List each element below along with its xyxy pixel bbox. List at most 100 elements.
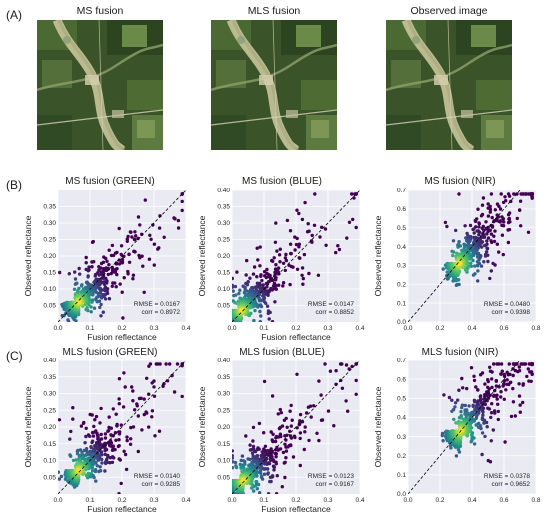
scatter-point (117, 402, 122, 406)
scatter-point (517, 394, 522, 398)
scatter-point (151, 223, 155, 227)
scatter-point (90, 240, 95, 244)
scatter-point (499, 390, 503, 394)
scatter-point (297, 211, 301, 216)
scatter-point (288, 409, 292, 413)
scatter-point (526, 230, 531, 234)
scatter-point (489, 415, 493, 420)
scatter-point (490, 385, 494, 390)
scatter-point (117, 262, 122, 266)
y-tick-label: 0.35 (217, 374, 230, 381)
y-tick-label: 0.40 (217, 188, 230, 194)
scatter-point (75, 449, 80, 453)
scatter-point (468, 223, 473, 228)
y-tick-label: 0.7 (397, 188, 406, 194)
scatter-point (523, 362, 528, 366)
scatter-point (89, 305, 93, 309)
scatter-point (288, 229, 293, 233)
scatter-point (71, 406, 75, 410)
satellite-image-observed (386, 20, 512, 150)
scatter-point (152, 385, 156, 389)
x-tick-label: 0.2 (291, 497, 300, 504)
one-to-one-line (232, 190, 360, 322)
scatter-point (256, 258, 260, 262)
x-tick-label: 0.6 (499, 325, 508, 332)
scatter-point (506, 213, 511, 217)
scatter-point (130, 385, 134, 389)
scatter-point (457, 282, 461, 287)
scatter-point (120, 290, 124, 294)
scatter-point (490, 370, 494, 374)
y-axis-label: Observed reflectance (197, 215, 207, 296)
scatter-point (492, 362, 496, 366)
scatter-point (114, 438, 118, 442)
scatter-point (103, 289, 108, 293)
satellite-image-observed-drawing (386, 20, 512, 150)
scatter-point (350, 192, 354, 196)
scatter-point (232, 449, 234, 453)
scatter-point (276, 266, 281, 270)
x-tick-label: 0.0 (403, 325, 412, 332)
scatter-point (474, 385, 478, 389)
scatter-point (89, 445, 94, 450)
scatter-point (497, 219, 501, 223)
scatter-point (490, 377, 494, 381)
scatter-point (73, 277, 78, 281)
scatter-point (127, 260, 132, 264)
scatter-point (309, 415, 313, 419)
scatter-point (84, 447, 89, 451)
scatter-point (121, 316, 125, 320)
scatter-point (145, 376, 149, 380)
plot-title-b2: MS fusion (BLUE) (241, 176, 323, 187)
scatter-point (491, 261, 495, 266)
scatter-point (161, 384, 165, 388)
rmse-label: RMSE = 0.0480 (484, 301, 530, 308)
x-tick-label: 0.1 (85, 325, 94, 332)
scatter-point (278, 432, 283, 436)
scatter-point (124, 467, 129, 472)
scatter-point (97, 273, 101, 277)
scatter-point (518, 199, 523, 203)
scatter-point (332, 424, 336, 428)
scatter-point (242, 466, 246, 470)
scatter-point (241, 463, 246, 467)
scatter-point (119, 244, 124, 248)
scatter-point (271, 432, 275, 436)
scatter-point (72, 287, 77, 291)
scatter-point (255, 487, 259, 491)
scatter-point (508, 220, 512, 224)
scatter-point (120, 257, 125, 262)
scatter-point (505, 378, 509, 382)
scatter-point (109, 271, 113, 276)
scatter-points (440, 362, 534, 464)
image-title-mls: MLS fusion (247, 5, 301, 17)
scatter-point (475, 229, 479, 233)
scatter-point (507, 362, 511, 366)
scatter-point (96, 437, 100, 441)
scatter-point (234, 293, 238, 297)
scatter-point (492, 394, 496, 398)
scatter-point (278, 260, 282, 264)
scatter-point (258, 283, 262, 287)
scatter-point (232, 466, 235, 470)
scatter-point (119, 481, 123, 486)
scatter-point (471, 258, 475, 263)
scatter-point (517, 208, 522, 212)
scatter-point (135, 404, 139, 408)
y-tick-label: 0.5 (397, 225, 406, 232)
scatter-point (113, 270, 118, 274)
scatter-point (116, 444, 121, 449)
scatter-point (456, 252, 460, 256)
scatter-point (476, 269, 480, 273)
scatter-point (291, 455, 296, 459)
scatter-point (130, 235, 134, 239)
scatter-point (290, 418, 294, 422)
scatter-point (486, 214, 491, 218)
scatter-point (129, 437, 133, 441)
plot-title-c3: MLS fusion (NIR) (421, 347, 499, 358)
scatter-point (259, 274, 263, 278)
scatter-point (530, 372, 534, 376)
scatter-point (456, 447, 461, 452)
scatter-point (103, 432, 108, 436)
y-tick-label: 0.10 (217, 458, 230, 465)
